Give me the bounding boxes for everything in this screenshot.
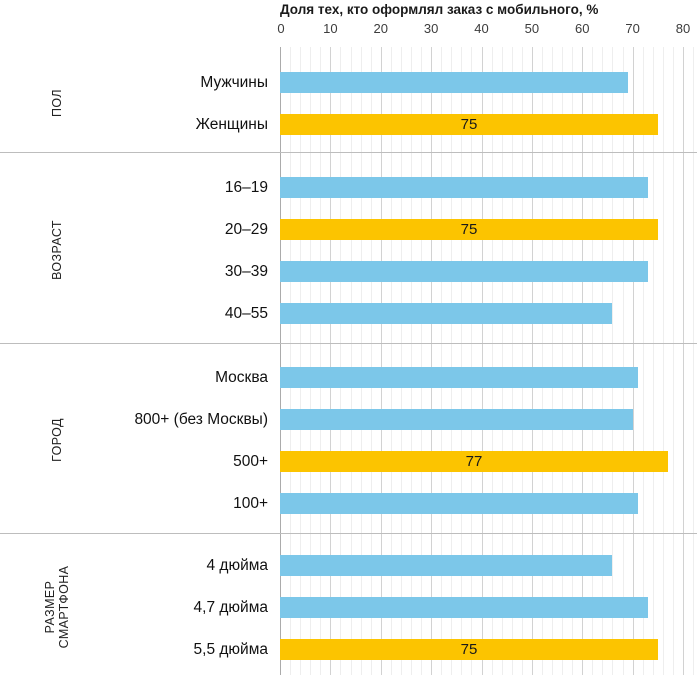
gridline-minor <box>290 47 291 675</box>
gridline-major <box>381 47 382 675</box>
bar <box>280 176 648 198</box>
row-label: 100+ <box>233 494 268 512</box>
bar-value-label: 77 <box>465 452 483 470</box>
row-label: 500+ <box>233 452 268 470</box>
bar <box>280 596 648 618</box>
bar <box>280 492 638 514</box>
gridline-minor <box>391 47 392 675</box>
gridline-major <box>280 47 281 675</box>
gridline-major <box>582 47 583 675</box>
gridline-minor <box>693 47 694 675</box>
row-label: Москва <box>215 368 268 386</box>
gridline-major <box>482 47 483 675</box>
bar-highlighted: 75 <box>280 638 658 660</box>
gridline-minor <box>371 47 372 675</box>
bar-value-label: 75 <box>460 640 478 658</box>
row-label: 5,5 дюйма <box>193 640 268 658</box>
gridline-minor <box>310 47 311 675</box>
row-label: 30–39 <box>224 262 268 280</box>
group-separator <box>0 152 697 153</box>
gridline-minor <box>653 47 654 675</box>
gridline-minor <box>663 47 664 675</box>
row-label: 20–29 <box>224 220 268 238</box>
row-label: 800+ (без Москвы) <box>134 410 268 428</box>
row-label: Женщины <box>195 115 268 133</box>
row-label: 4 дюйма <box>206 556 268 574</box>
gridline-minor <box>340 47 341 675</box>
gridline-minor <box>572 47 573 675</box>
gridline-minor <box>612 47 613 675</box>
gridline-minor <box>451 47 452 675</box>
x-tick-label: 40 <box>474 21 489 36</box>
gridline-minor <box>320 47 321 675</box>
group-separator <box>0 533 697 534</box>
gridline-minor <box>522 47 523 675</box>
gridline-minor <box>351 47 352 675</box>
gridline-major <box>431 47 432 675</box>
x-tick-label: 80 <box>675 21 691 36</box>
chart-title: Доля тех, кто оформлял заказ с мобильног… <box>280 2 599 17</box>
gridline-minor <box>401 47 402 675</box>
gridline-major <box>683 47 684 675</box>
x-tick-label: 60 <box>575 21 590 36</box>
bar <box>280 71 628 93</box>
gridline-minor <box>361 47 362 675</box>
gridline-minor <box>552 47 553 675</box>
gridline-major <box>532 47 533 675</box>
gridline-minor <box>411 47 412 675</box>
bar-highlighted: 75 <box>280 113 658 135</box>
gridline-minor <box>502 47 503 675</box>
x-tick-label: 70 <box>625 21 640 36</box>
bar-value-label: 75 <box>460 115 478 133</box>
gridline-minor <box>623 47 624 675</box>
x-tick-label: 30 <box>423 21 439 36</box>
gridline-minor <box>421 47 422 675</box>
gridline-minor <box>471 47 472 675</box>
gridline-minor <box>461 47 462 675</box>
x-tick-label: 10 <box>323 21 338 36</box>
gridline-minor <box>300 47 301 675</box>
row-label: Мужчины <box>200 73 268 91</box>
bar-highlighted: 75 <box>280 218 658 240</box>
row-label: 16–19 <box>224 178 268 196</box>
gridline-minor <box>492 47 493 675</box>
x-tick-label: 0 <box>277 21 285 36</box>
gridline-major <box>633 47 634 675</box>
gridline-minor <box>673 47 674 675</box>
row-label: 4,7 дюйма <box>193 598 268 616</box>
bar <box>280 554 612 576</box>
gridline-minor <box>562 47 563 675</box>
bar <box>280 260 648 282</box>
gridline-major <box>330 47 331 675</box>
gridline-minor <box>602 47 603 675</box>
gridline-minor <box>542 47 543 675</box>
x-tick-label: 50 <box>524 21 540 36</box>
row-label: 40–55 <box>224 304 268 322</box>
gridline-minor <box>592 47 593 675</box>
bar <box>280 366 638 388</box>
bar <box>280 302 612 324</box>
gridline-minor <box>643 47 644 675</box>
bar-value-label: 75 <box>460 220 478 238</box>
gridline-minor <box>441 47 442 675</box>
group-separator <box>0 343 697 344</box>
bar <box>280 408 633 430</box>
gridline-minor <box>512 47 513 675</box>
bar-highlighted: 77 <box>280 450 668 472</box>
x-tick-label: 20 <box>373 21 388 36</box>
